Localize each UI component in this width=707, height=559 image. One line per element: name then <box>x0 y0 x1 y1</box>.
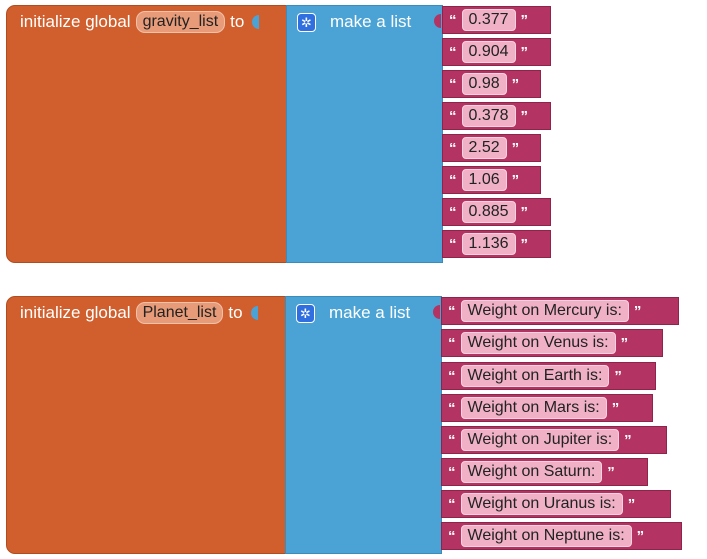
text-value[interactable]: 1.136 <box>461 233 516 255</box>
text-block[interactable]: “ Weight on Saturn: ” <box>441 458 648 486</box>
text-value[interactable]: 0.885 <box>461 201 516 223</box>
open-quote: “ <box>449 203 457 221</box>
init-block-body[interactable]: initialize global Planet_list to <box>6 296 286 554</box>
text-value[interactable]: Weight on Mars is: <box>460 397 607 419</box>
open-quote: “ <box>449 171 457 189</box>
open-quote: “ <box>448 334 456 352</box>
text-value[interactable]: Weight on Venus is: <box>460 332 616 354</box>
close-quote: ” <box>611 399 620 417</box>
open-quote: “ <box>449 235 457 253</box>
to-label: to <box>228 303 243 322</box>
close-quote: ” <box>520 11 529 29</box>
text-block[interactable]: “ 0.904 ” <box>442 38 551 66</box>
text-value[interactable]: Weight on Jupiter is: <box>460 429 620 451</box>
text-block[interactable]: “ 1.06 ” <box>442 166 541 194</box>
open-quote: “ <box>449 43 457 61</box>
gear-icon[interactable]: ✲ <box>297 12 316 32</box>
text-value[interactable]: 0.377 <box>461 9 516 31</box>
text-value[interactable]: 0.378 <box>461 105 516 127</box>
text-block[interactable]: “ 0.885 ” <box>442 198 551 226</box>
init-global-label: initialize global <box>20 303 131 322</box>
text-value[interactable]: Weight on Uranus is: <box>460 493 623 515</box>
text-value[interactable]: 0.904 <box>461 41 516 63</box>
list-socket-tab <box>433 305 440 319</box>
text-value[interactable]: Weight on Neptune is: <box>460 525 632 547</box>
open-quote: “ <box>448 399 456 417</box>
text-block[interactable]: “ Weight on Earth is: ” <box>441 362 656 390</box>
text-value[interactable]: Weight on Saturn: <box>460 461 603 483</box>
text-block[interactable]: “ 0.98 ” <box>442 70 541 98</box>
open-quote: “ <box>449 75 457 93</box>
close-quote: ” <box>607 463 615 481</box>
open-quote: “ <box>448 302 456 320</box>
init-block-body[interactable]: initialize global gravity_list to <box>6 5 287 263</box>
close-quote: ” <box>627 495 636 513</box>
text-value[interactable]: 2.52 <box>461 137 507 159</box>
close-quote: ” <box>520 107 529 125</box>
make-a-list-label: make a list <box>330 12 412 31</box>
text-value[interactable]: Weight on Earth is: <box>460 365 610 387</box>
close-quote: ” <box>633 302 642 320</box>
close-quote: ” <box>511 139 520 157</box>
close-quote: ” <box>511 75 520 93</box>
text-block[interactable]: “ Weight on Mercury is: ” <box>441 297 679 325</box>
text-block[interactable]: “ 2.52 ” <box>442 134 541 162</box>
variable-name-field[interactable]: gravity_list <box>135 11 226 33</box>
open-quote: “ <box>449 107 457 125</box>
close-quote: ” <box>614 367 622 385</box>
text-value[interactable]: Weight on Mercury is: <box>460 300 629 322</box>
list-socket-tab <box>434 14 441 28</box>
open-quote: “ <box>448 367 456 385</box>
open-quote: “ <box>448 495 456 513</box>
value-socket <box>252 15 260 29</box>
init-global-label: initialize global <box>20 12 131 31</box>
open-quote: “ <box>449 11 457 29</box>
text-block[interactable]: “ 1.136 ” <box>442 230 551 258</box>
make-a-list-block[interactable]: ✲ make a list <box>286 5 443 263</box>
text-block[interactable]: “ Weight on Neptune is: ” <box>441 522 682 550</box>
close-quote: ” <box>620 334 629 352</box>
close-quote: ” <box>520 203 529 221</box>
text-value[interactable]: 0.98 <box>461 73 507 95</box>
close-quote: ” <box>636 527 645 545</box>
close-quote: ” <box>511 171 520 189</box>
text-block[interactable]: “ 0.378 ” <box>442 102 551 130</box>
value-socket <box>250 306 258 320</box>
open-quote: “ <box>448 463 456 481</box>
text-block[interactable]: “ Weight on Mars is: ” <box>441 394 653 422</box>
open-quote: “ <box>448 527 456 545</box>
make-a-list-block[interactable]: ✲ make a list <box>285 296 442 554</box>
text-block[interactable]: “ Weight on Venus is: ” <box>441 329 663 357</box>
text-block[interactable]: “ Weight on Uranus is: ” <box>441 490 671 518</box>
close-quote: ” <box>520 235 529 253</box>
gear-icon[interactable]: ✲ <box>296 303 315 323</box>
open-quote: “ <box>448 431 456 449</box>
text-value[interactable]: 1.06 <box>461 169 507 191</box>
make-a-list-label: make a list <box>329 303 411 322</box>
text-block[interactable]: “ Weight on Jupiter is: ” <box>441 426 667 454</box>
to-label: to <box>230 12 245 31</box>
close-quote: ” <box>520 43 529 61</box>
close-quote: ” <box>624 431 632 449</box>
open-quote: “ <box>449 139 457 157</box>
variable-name-field[interactable]: Planet_list <box>135 302 224 324</box>
text-block[interactable]: “ 0.377 ” <box>442 6 551 34</box>
